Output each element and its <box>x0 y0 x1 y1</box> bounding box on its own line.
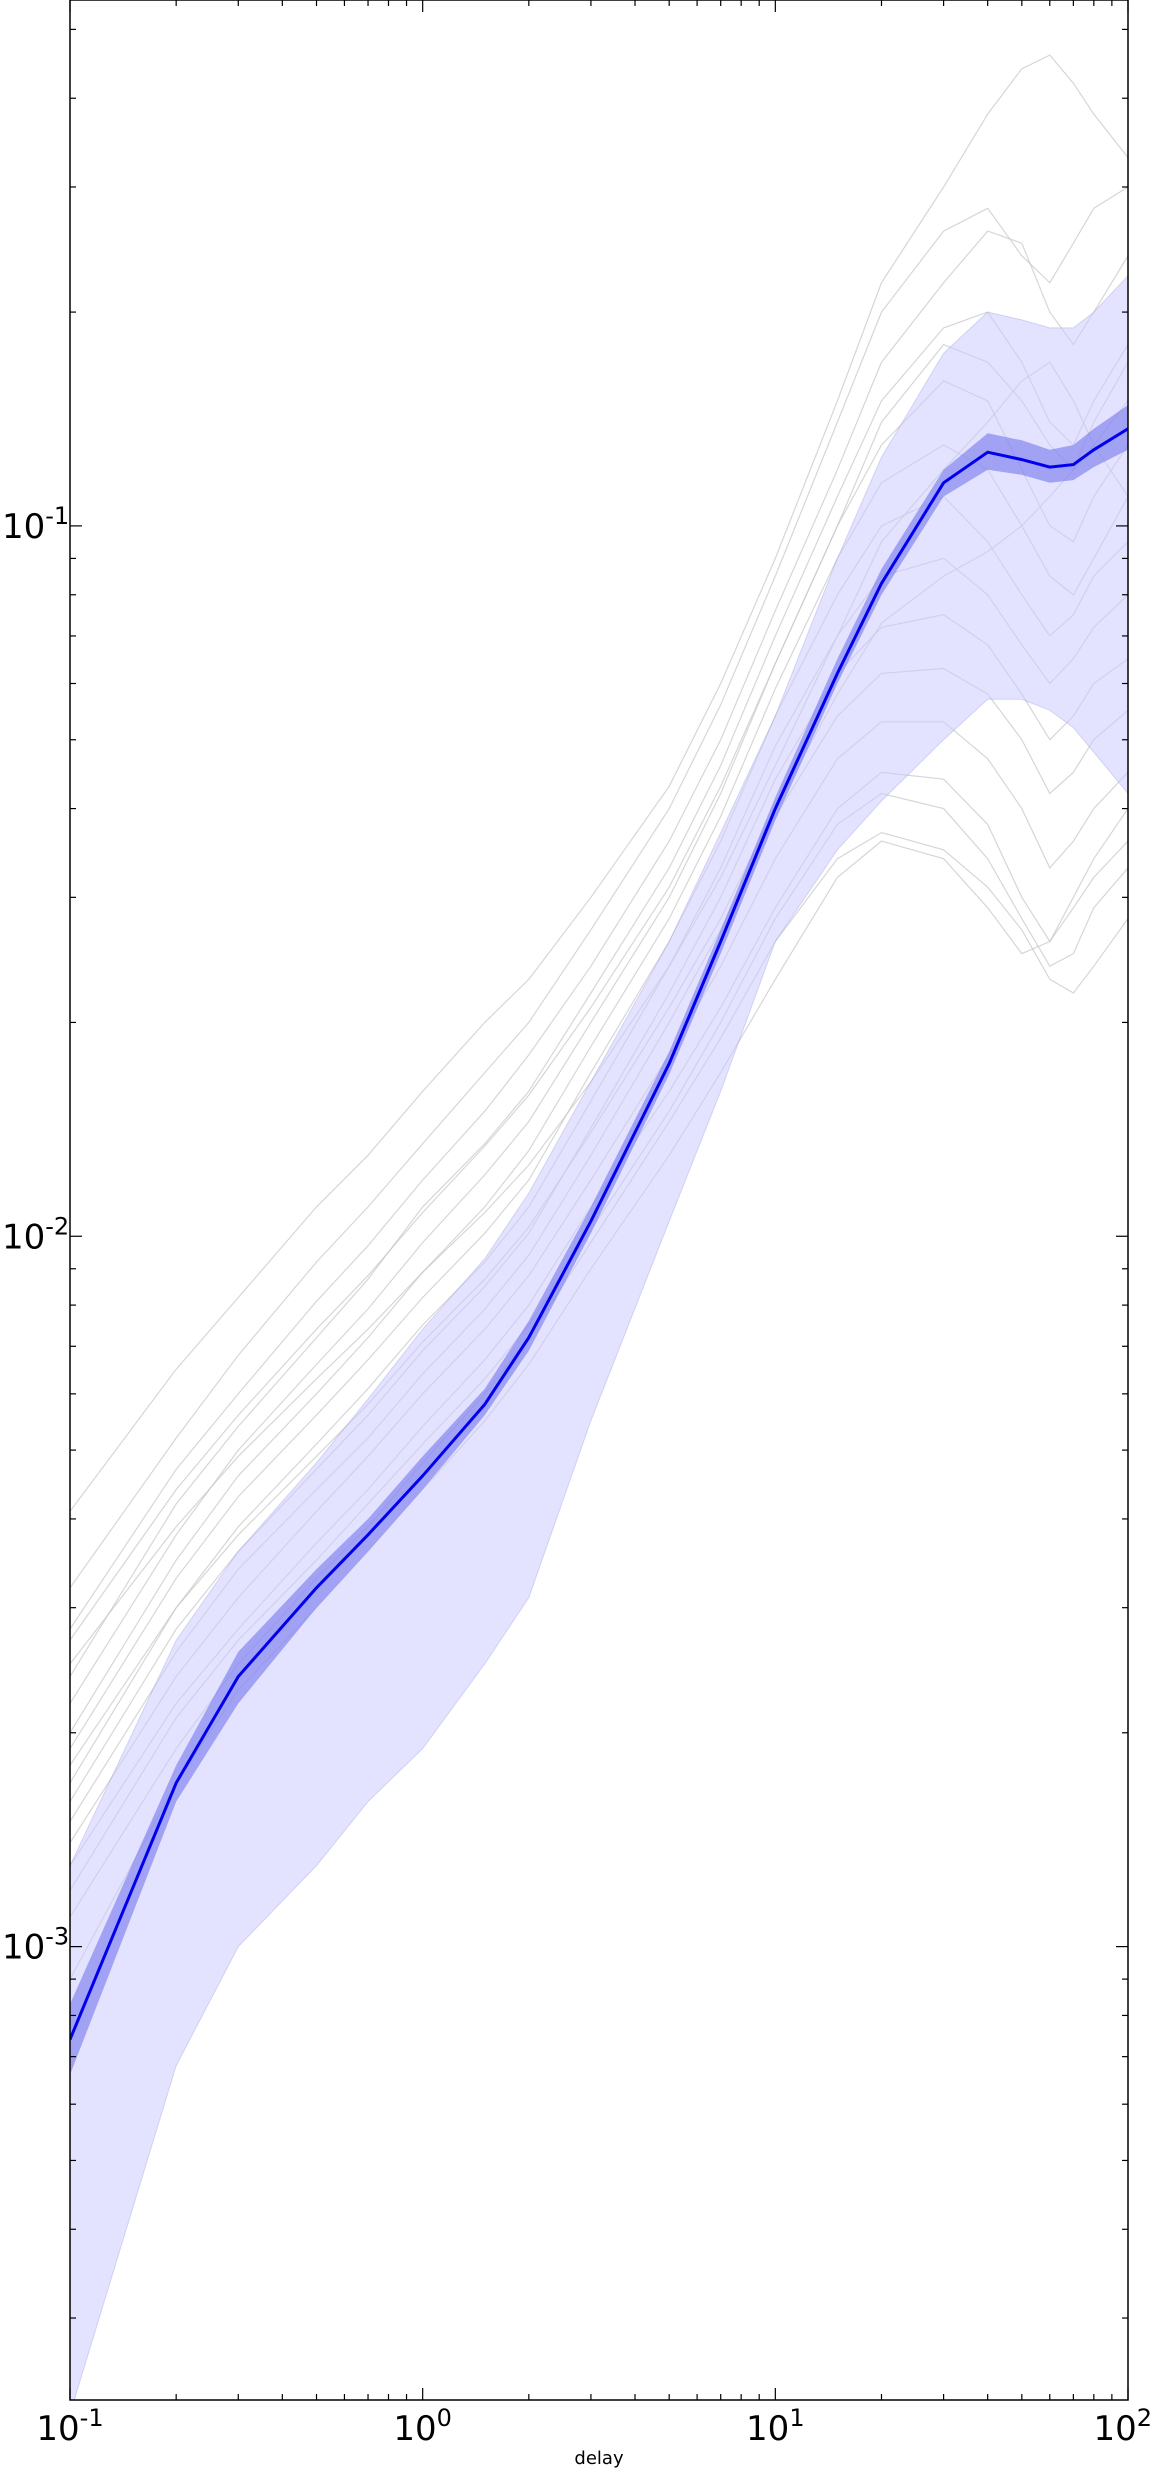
y-tick-label: 10-1 <box>2 502 69 547</box>
x-tick-label: 100 <box>393 2404 452 2449</box>
individual-line-2 <box>70 186 1128 1589</box>
individual-line-1 <box>70 54 1128 1512</box>
individual-line-3 <box>70 230 1128 1630</box>
confidence-bands <box>70 274 1128 2400</box>
y-tick-labels: 10-3 10-2 10-1 <box>2 502 69 1968</box>
mean-line-group <box>70 427 1128 2041</box>
x-tick-labels: 10-1 100 101 102 <box>36 2404 1152 2449</box>
x-tick-label: 10-1 <box>36 2404 103 2449</box>
x-axis-label: delay <box>574 2448 624 2469</box>
x-tick-label: 101 <box>746 2404 805 2449</box>
axis-ticks <box>69 0 1129 2400</box>
y-tick-label: 10-3 <box>2 1923 69 1968</box>
outer-band <box>70 274 1128 2400</box>
mean-line <box>70 427 1128 2041</box>
x-tick-label: 102 <box>1093 2404 1152 2449</box>
plot-frame <box>69 0 1129 2401</box>
y-tick-label: 10-2 <box>2 1212 69 1257</box>
